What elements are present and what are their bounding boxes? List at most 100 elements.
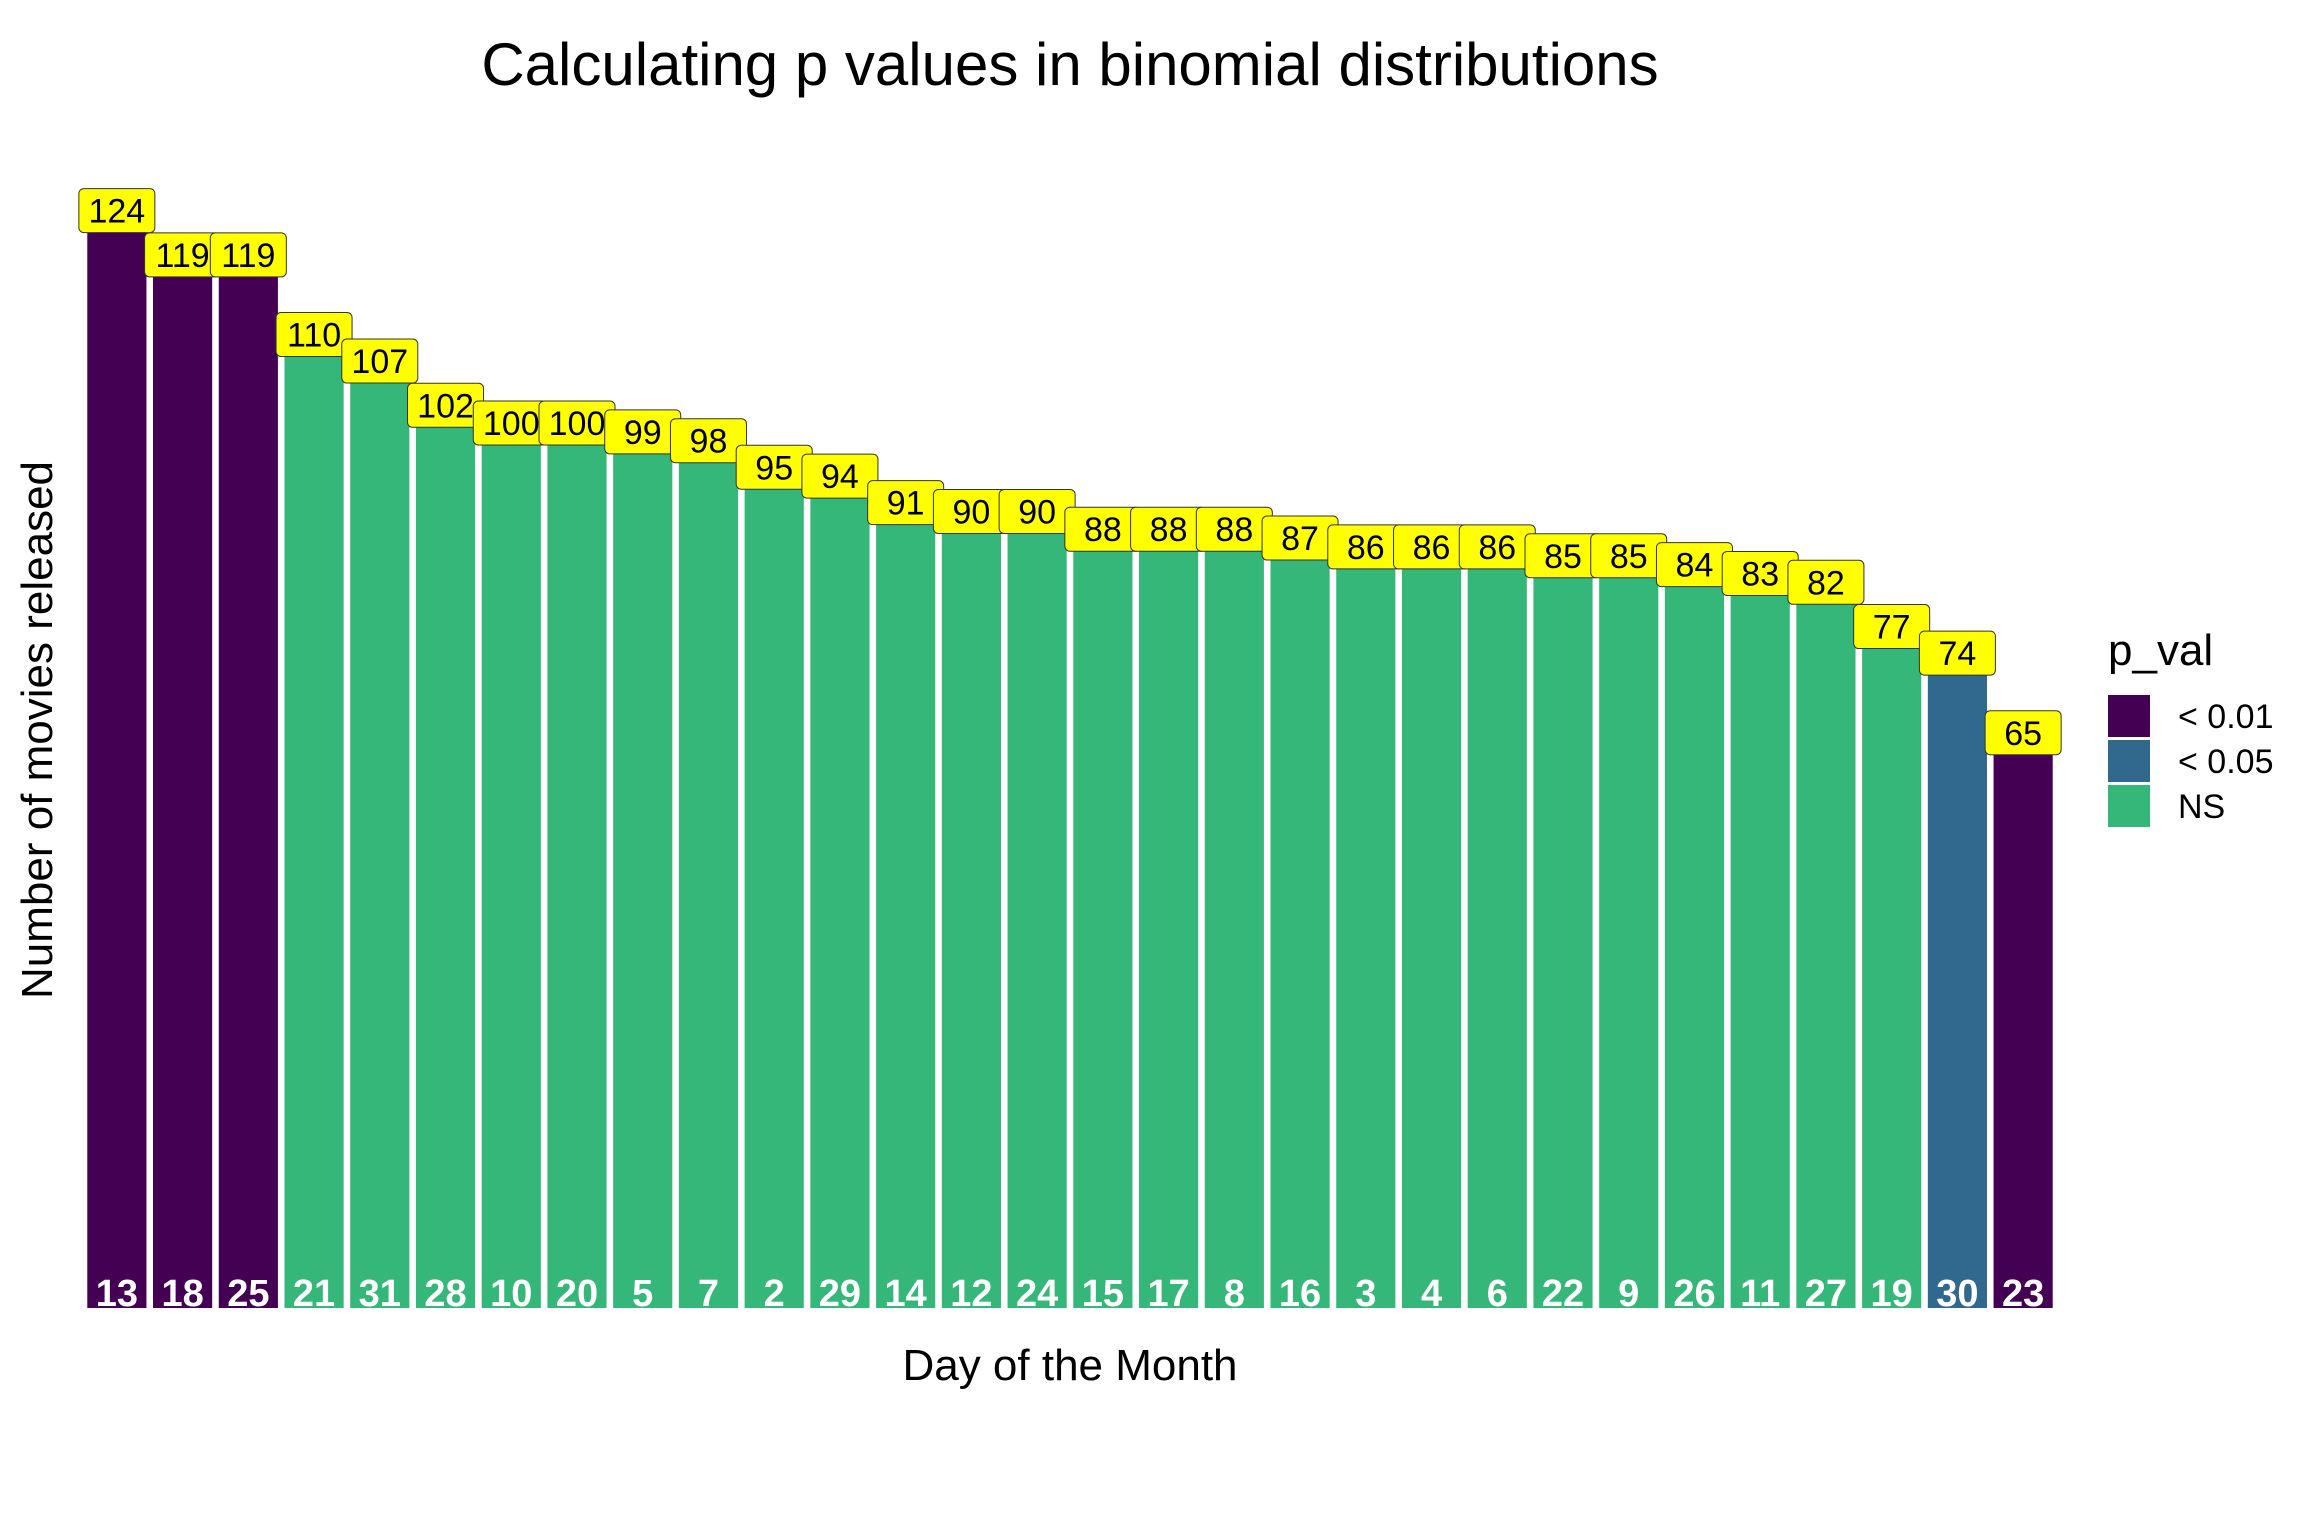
category-label: 21 [293, 1273, 335, 1315]
data-label-text: 88 [1150, 511, 1188, 549]
category-label: 22 [1542, 1273, 1584, 1315]
bar [1270, 538, 1330, 1308]
category-label: 28 [424, 1273, 466, 1315]
category-label: 27 [1805, 1273, 1847, 1315]
data-label-box [209, 232, 287, 278]
bar [1927, 653, 1987, 1308]
bar [941, 511, 1001, 1308]
data-label-text: 95 [755, 449, 793, 487]
bar [481, 423, 541, 1308]
bar [1204, 529, 1264, 1308]
data-label: 74 [1918, 630, 1996, 676]
data-label: 119 [144, 232, 222, 278]
bar [1139, 529, 1199, 1308]
bar [1599, 555, 1659, 1308]
legend-swatch [2108, 785, 2150, 827]
category-label: 10 [490, 1273, 532, 1315]
data-label: 86 [1327, 524, 1405, 570]
data-label: 90 [932, 489, 1010, 534]
labels-layer: 1312418119251192111031107281021010020100… [78, 188, 2062, 1315]
data-label: 86 [1393, 524, 1471, 570]
category-label: 5 [632, 1273, 653, 1315]
data-label-text: 85 [1544, 538, 1582, 576]
data-label: 91 [867, 480, 945, 526]
data-label-box [341, 338, 419, 384]
category-label: 26 [1673, 1273, 1715, 1315]
data-label-text: 85 [1610, 538, 1648, 576]
legend-title: p_val [2108, 626, 2213, 675]
data-label-text: 86 [1413, 529, 1451, 567]
data-label-text: 84 [1676, 547, 1714, 585]
data-label-box [801, 453, 879, 499]
data-label-text: 90 [952, 494, 990, 532]
x-axis-title: Day of the Month [902, 1341, 1237, 1390]
category-label: 9 [1618, 1273, 1639, 1315]
data-label-box [1853, 604, 1931, 650]
bar [1336, 546, 1396, 1308]
data-label: 87 [1261, 515, 1339, 561]
data-label: 77 [1853, 604, 1931, 650]
data-label-text: 87 [1281, 520, 1319, 558]
category-label: 12 [950, 1273, 992, 1315]
bars-layer [87, 210, 2053, 1309]
bar [613, 431, 673, 1309]
data-label: 85 [1590, 533, 1668, 579]
category-label: 29 [819, 1273, 861, 1315]
bar [810, 476, 870, 1309]
data-label-text: 90 [1018, 494, 1056, 532]
bar [1073, 529, 1133, 1308]
category-label: 13 [96, 1273, 138, 1315]
data-label: 119 [209, 232, 287, 278]
data-label-box [1918, 630, 1996, 676]
data-label-box [275, 312, 353, 357]
bar [1533, 555, 1593, 1308]
category-label: 24 [1016, 1273, 1058, 1315]
category-label: 14 [885, 1273, 927, 1315]
data-label-text: 83 [1741, 555, 1779, 593]
bar [1401, 546, 1462, 1308]
bar [1993, 732, 2053, 1308]
data-label-text: 107 [351, 343, 408, 381]
bar [1862, 626, 1922, 1308]
data-label-text: 74 [1938, 635, 1976, 673]
data-label: 98 [669, 418, 747, 464]
data-label: 84 [1655, 542, 1733, 588]
data-label: 88 [1195, 506, 1273, 552]
data-label: 124 [78, 188, 156, 234]
category-label: 3 [1355, 1273, 1376, 1315]
data-label-box [1787, 559, 1865, 605]
category-label: 15 [1082, 1273, 1124, 1315]
data-label-text: 91 [887, 485, 925, 523]
bar [1664, 564, 1725, 1308]
data-label-text: 82 [1807, 564, 1845, 602]
data-label: 85 [1524, 533, 1602, 579]
data-label-text: 88 [1215, 511, 1253, 549]
data-label-text: 65 [2004, 715, 2042, 753]
data-label: 86 [1458, 524, 1536, 570]
data-label: 100 [538, 400, 616, 446]
data-label-text: 119 [221, 237, 275, 275]
chart-title: Calculating p values in binomial distrib… [481, 31, 1658, 98]
bar [1007, 511, 1067, 1308]
bar [415, 405, 476, 1308]
bar [876, 502, 936, 1308]
data-label: 82 [1787, 559, 1865, 605]
legend-swatch [2108, 740, 2150, 782]
bar [87, 210, 147, 1309]
data-label-text: 110 [287, 317, 341, 355]
data-label: 90 [998, 489, 1076, 534]
data-label-text: 86 [1478, 529, 1516, 567]
legend-label: < 0.05 [2178, 743, 2273, 781]
data-label: 99 [604, 409, 682, 455]
bar [1467, 546, 1527, 1308]
data-label-text: 88 [1084, 511, 1122, 549]
bar [678, 440, 739, 1308]
y-axis-title: Number of movies released [13, 461, 62, 999]
bar [350, 361, 410, 1308]
legend-label: < 0.01 [2178, 698, 2273, 736]
data-label-text: 99 [624, 414, 662, 452]
bar [218, 254, 278, 1309]
data-label-box [669, 418, 747, 464]
data-label: 65 [1984, 710, 2062, 756]
